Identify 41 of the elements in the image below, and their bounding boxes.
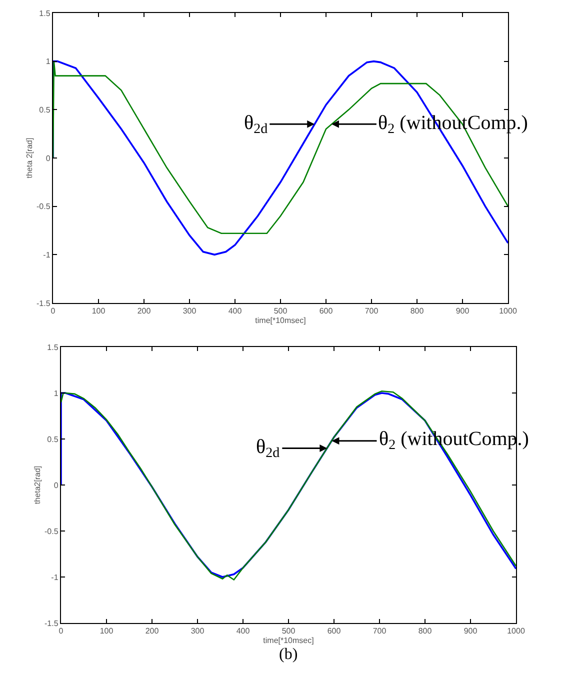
y-tick-label: 1 (54, 388, 59, 398)
y-tick-label: -0.5 (44, 526, 59, 536)
annotation: θ$_{2d}$ (244, 112, 268, 138)
x-tick-label: 400 (236, 626, 250, 636)
x-tick-label: 900 (464, 626, 478, 636)
x-tick-label: 100 (92, 306, 106, 316)
x-tick-label: 500 (274, 306, 288, 316)
y-tick-label: 0 (54, 480, 59, 490)
y-tick-label: 0.5 (47, 434, 59, 444)
x-axis-title: time[*10msec] (255, 316, 306, 325)
x-tick-label: 100 (100, 626, 114, 636)
x-axis-title: time[*10msec] (263, 636, 314, 645)
x-tick-label: 600 (319, 306, 334, 316)
y-tick-label: -0.5 (36, 202, 51, 212)
y-axis-title: theta 2[rad] (25, 138, 34, 178)
x-tick-label: 800 (410, 306, 424, 316)
x-tick-label: 200 (137, 306, 152, 316)
annotation: θ$_{2d}$ (256, 436, 280, 462)
text: (b) (279, 646, 298, 663)
x-tick-label: 900 (456, 306, 470, 316)
x-tick-label: 200 (145, 626, 160, 636)
x-tick-label: 400 (228, 306, 242, 316)
x-tick-label: 300 (182, 306, 197, 316)
y-tick-label: 1.5 (47, 342, 59, 352)
y-tick-label: -1.5 (44, 618, 59, 628)
x-tick-label: 700 (372, 626, 387, 636)
x-tick-label: 1000 (499, 306, 518, 316)
y-tick-label: 0.5 (39, 105, 51, 114)
x-tick-label: 700 (364, 306, 379, 316)
y-tick-label: -1.5 (36, 298, 51, 308)
x-tick-label: 300 (190, 626, 205, 636)
y-tick-label: 1 (46, 57, 51, 66)
x-tick-label: 600 (327, 626, 342, 636)
x-tick-label: 800 (418, 626, 432, 636)
y-tick-label: -1 (43, 250, 51, 260)
y-axis-title: theta2[rad] (33, 466, 42, 504)
y-tick-label: 1.5 (39, 8, 51, 18)
y-tick-label: -1 (51, 572, 59, 582)
y-tick-label: 0 (46, 154, 51, 163)
x-tick-label: 1000 (507, 626, 526, 636)
x-tick-label: 500 (282, 626, 296, 636)
